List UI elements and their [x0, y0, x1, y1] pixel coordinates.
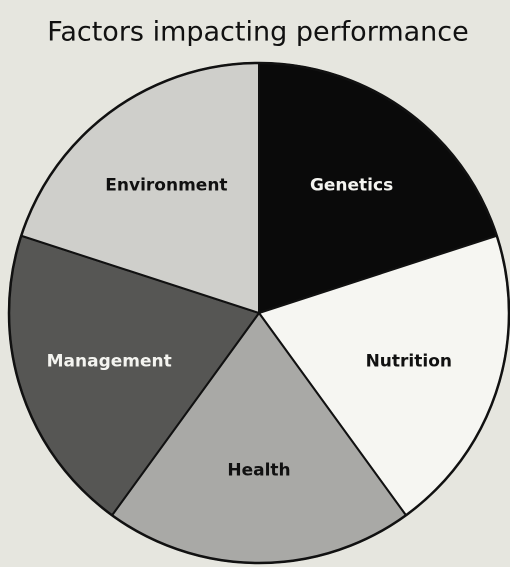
chart-title: Factors impacting performance: [47, 17, 468, 48]
slice-label: Management: [47, 352, 172, 372]
slice-label: Nutrition: [366, 352, 452, 372]
slice-label: Environment: [105, 176, 227, 196]
slice-label: Health: [227, 461, 290, 481]
pie-outline: [7, 61, 510, 565]
slice-label: Genetics: [310, 176, 393, 196]
